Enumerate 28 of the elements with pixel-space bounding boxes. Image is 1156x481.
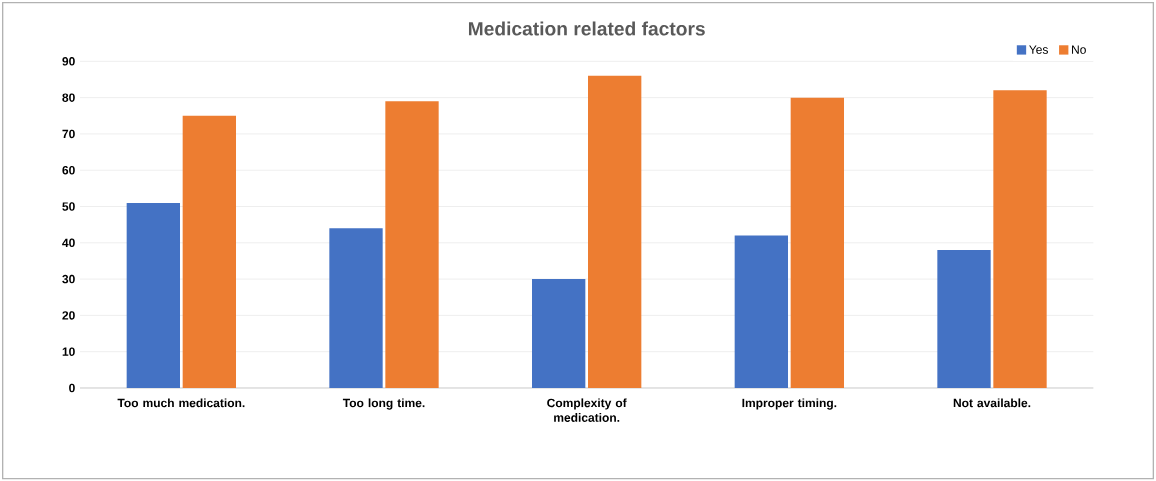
- x-tick-label: Complexity of medication.: [547, 398, 627, 422]
- bar: [329, 228, 383, 388]
- x-tick-label: Improper timing.: [742, 398, 837, 410]
- bar: [385, 101, 439, 388]
- bar: [734, 235, 789, 388]
- legend-label: No: [1072, 45, 1086, 54]
- y-tick-label: 30: [62, 274, 75, 284]
- y-tick-label: 80: [62, 93, 75, 102]
- y-tick-label: 10: [62, 347, 75, 356]
- bar: [126, 202, 180, 388]
- x-tick-label: Too long time.: [342, 398, 425, 410]
- x-tick-label: Not available.: [953, 398, 1031, 408]
- chart-title: Medication related factors: [468, 21, 705, 36]
- bar: [588, 75, 642, 388]
- bar: [993, 90, 1047, 388]
- y-tick-label: 90: [62, 56, 75, 66]
- bar: [790, 97, 845, 388]
- y-tick-label: 20: [62, 310, 75, 320]
- bar: [182, 115, 236, 388]
- y-tick-label: 0: [69, 383, 75, 393]
- x-tick-label: Too much medication.: [117, 398, 245, 408]
- y-tick-label: 50: [62, 202, 75, 211]
- bar: [532, 278, 586, 388]
- bar: [937, 249, 991, 388]
- y-tick-label: 40: [62, 238, 75, 247]
- y-tick-label: 70: [62, 129, 75, 139]
- y-tick-label: 60: [62, 165, 75, 175]
- legend-label: Yes: [1029, 45, 1048, 54]
